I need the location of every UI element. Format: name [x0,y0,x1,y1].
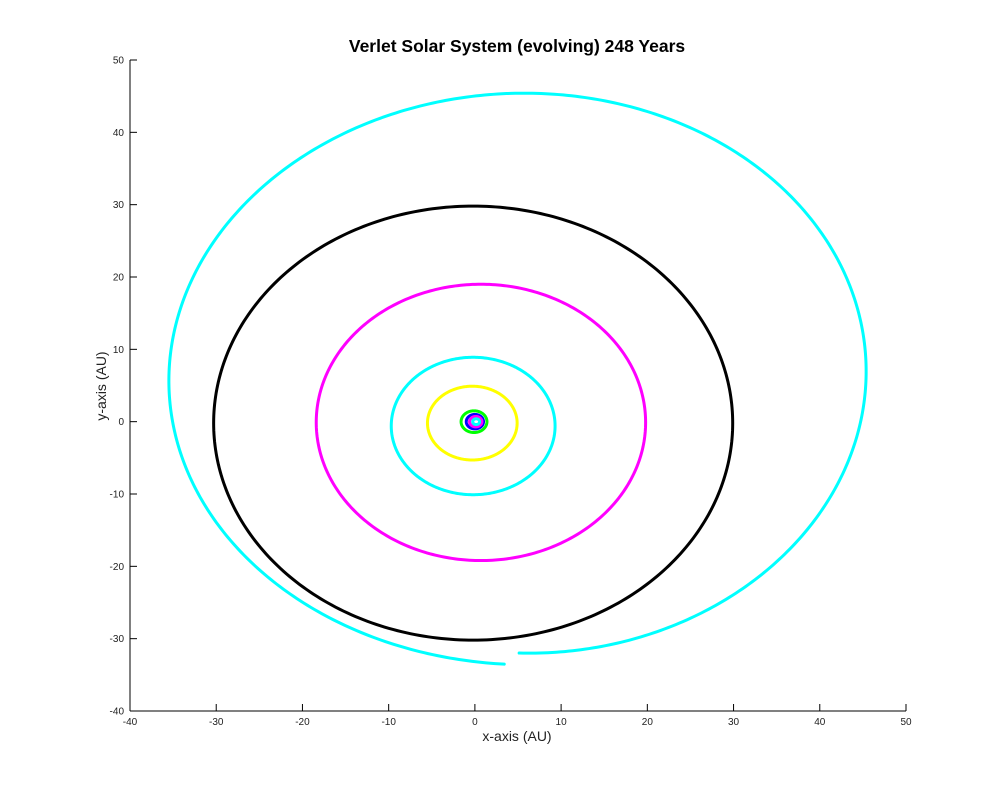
x-tick-label: -20 [295,717,310,728]
x-ticks: -40 -30 -20 -10 0 10 20 30 40 50 [123,704,912,728]
orbit-series-3 [389,355,557,497]
x-axis-label: x-axis (AU) [482,728,551,744]
x-tick-label: 30 [728,717,740,728]
orbit-series-6 [464,412,486,431]
orbit-series-5 [459,409,489,435]
y-axis-label: y-axis (AU) [93,351,109,420]
x-tick-label: 10 [556,717,568,728]
x-tick-label: -30 [209,717,224,728]
orbit-series-1 [212,204,735,642]
x-tick-label: 50 [900,717,912,728]
y-tick-label: 30 [113,200,125,211]
orbit-series-8 [471,417,482,427]
y-tick-label: -40 [110,707,125,718]
orbit-series-4 [425,384,519,462]
orbit-series-7 [468,414,484,429]
x-tick-label: 0 [472,717,478,728]
orbit-series-group [167,91,868,666]
y-tick-label: 50 [113,56,125,67]
axes [129,60,906,712]
y-tick-label: -10 [110,490,125,501]
y-tick-label: 20 [113,273,125,284]
chart-title: Verlet Solar System (evolving) 248 Years [349,36,686,56]
x-tick-label: -40 [123,717,138,728]
y-tick-label: 0 [118,417,124,428]
y-tick-label: 10 [113,345,125,356]
orbit-series-0 [167,91,868,666]
x-tick-label: 20 [642,717,654,728]
y-ticks: -40 -30 -20 -10 0 10 20 30 40 50 [110,56,137,718]
x-tick-label: 40 [814,717,826,728]
y-tick-label: -30 [110,634,125,645]
orbit-series-2 [314,282,648,563]
x-tick-label: -10 [381,717,396,728]
y-tick-label: 40 [113,128,125,139]
y-tick-label: -20 [110,562,125,573]
